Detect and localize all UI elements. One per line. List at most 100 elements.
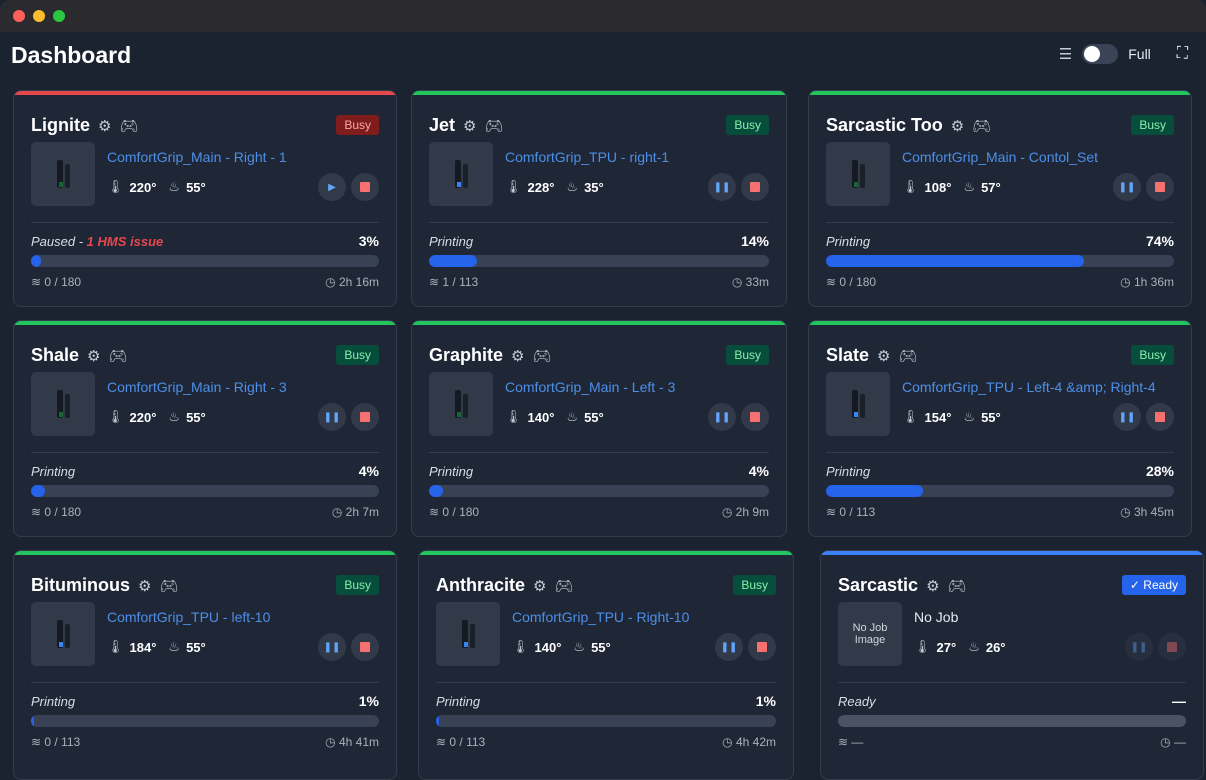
nozzle-temperature: 140° bbox=[527, 409, 555, 425]
job-thumbnail-icon bbox=[57, 620, 70, 648]
job-thumbnail bbox=[429, 142, 493, 206]
job-thumbnail bbox=[826, 142, 890, 206]
settings-gear-icon[interactable]: ⚙ bbox=[877, 347, 891, 365]
nozzle-temperature: 108° bbox=[924, 179, 952, 195]
settings-gear-icon[interactable]: ⚙ bbox=[138, 577, 152, 595]
stop-button[interactable] bbox=[741, 173, 769, 201]
layers-icon: ≋ bbox=[31, 505, 42, 519]
nozzle-temperature: 140° bbox=[534, 639, 562, 655]
minimize-window-button[interactable] bbox=[33, 10, 45, 22]
stop-button[interactable] bbox=[1146, 403, 1174, 431]
gamepad-control-icon[interactable]: 🎮︎ bbox=[484, 117, 504, 135]
stop-button[interactable] bbox=[351, 403, 379, 431]
bed-temperature: 35° bbox=[584, 179, 604, 195]
play-button[interactable]: ▶ bbox=[318, 173, 346, 201]
stop-button[interactable] bbox=[351, 633, 379, 661]
progress-bar bbox=[31, 715, 379, 727]
progress-percent: 1% bbox=[358, 693, 379, 709]
clock-icon: ◷ bbox=[721, 505, 733, 519]
divider bbox=[429, 222, 769, 223]
job-name-link[interactable]: ComfortGrip_TPU - left-10 bbox=[107, 609, 271, 625]
nozzle-temperature-icon: 🌡︎ bbox=[902, 179, 919, 194]
layer-count: 0 / 180 bbox=[44, 275, 82, 289]
pause-button[interactable]: ❚❚ bbox=[708, 403, 736, 431]
fullscreen-icon[interactable]: ⛶ bbox=[1176, 45, 1188, 62]
pause-button[interactable]: ❚❚ bbox=[318, 633, 346, 661]
job-thumbnail-icon bbox=[57, 390, 70, 418]
progress-bar bbox=[429, 255, 769, 267]
layers-icon: ≋ bbox=[31, 735, 42, 749]
job-name-link[interactable]: ComfortGrip_TPU - right-1 bbox=[505, 149, 670, 165]
list-view-icon[interactable]: ☰ bbox=[1058, 46, 1073, 63]
gamepad-control-icon[interactable]: 🎮︎ bbox=[159, 577, 179, 595]
stop-icon bbox=[750, 182, 760, 192]
print-state: Printing bbox=[826, 464, 871, 479]
full-view-toggle[interactable] bbox=[1082, 44, 1119, 64]
job-name-link[interactable]: ComfortGrip_TPU - Right-10 bbox=[512, 609, 690, 625]
progress-percent: 1% bbox=[755, 693, 776, 709]
gamepad-control-icon[interactable]: 🎮︎ bbox=[119, 117, 139, 135]
settings-gear-icon[interactable]: ⚙ bbox=[511, 347, 525, 365]
progress-percent: 28% bbox=[1145, 463, 1174, 479]
layer-count: 0 / 180 bbox=[44, 505, 82, 519]
divider bbox=[31, 682, 379, 683]
settings-gear-icon[interactable]: ⚙ bbox=[533, 577, 547, 595]
bed-temperature: 55° bbox=[186, 639, 206, 655]
gamepad-control-icon[interactable]: 🎮︎ bbox=[108, 347, 128, 365]
pause-button[interactable]: ❚❚ bbox=[1113, 403, 1141, 431]
gamepad-control-icon[interactable]: 🎮︎ bbox=[554, 577, 574, 595]
status-badge: Busy bbox=[733, 575, 776, 595]
time-remaining: 4h 41m bbox=[338, 735, 379, 749]
printer-name: Lignite bbox=[31, 115, 90, 135]
pause-button[interactable]: ❚❚ bbox=[715, 633, 743, 661]
job-name-link[interactable]: ComfortGrip_Main - Contol_Set bbox=[902, 149, 1099, 165]
status-badge: Busy bbox=[1131, 115, 1174, 135]
clock-icon: ◷ bbox=[731, 275, 743, 289]
progress-bar bbox=[436, 715, 776, 727]
printer-name: Shale bbox=[31, 345, 80, 365]
progress-bar bbox=[838, 715, 1186, 727]
maximize-window-button[interactable] bbox=[53, 10, 65, 22]
bed-temperature: 55° bbox=[981, 409, 1001, 425]
progress-percent: — bbox=[1172, 693, 1186, 709]
layers-icon: ≋ bbox=[429, 275, 440, 289]
nozzle-temperature: 220° bbox=[129, 179, 157, 195]
settings-gear-icon[interactable]: ⚙ bbox=[98, 117, 112, 135]
job-thumbnail-icon bbox=[462, 620, 475, 648]
settings-gear-icon[interactable]: ⚙ bbox=[950, 117, 965, 135]
stop-button[interactable] bbox=[1158, 633, 1186, 661]
gamepad-control-icon[interactable]: 🎮︎ bbox=[898, 347, 918, 365]
nozzle-temperature-icon: 🌡︎ bbox=[107, 409, 124, 424]
progress-bar bbox=[31, 485, 379, 497]
job-name-link[interactable]: ComfortGrip_Main - Right - 1 bbox=[107, 149, 287, 165]
progress-percent: 4% bbox=[748, 463, 769, 479]
hms-issue-link[interactable]: 1 HMS issue bbox=[86, 234, 164, 249]
gamepad-control-icon[interactable]: 🎮︎ bbox=[947, 577, 967, 595]
close-window-button[interactable] bbox=[13, 10, 25, 22]
stop-button[interactable] bbox=[748, 633, 776, 661]
job-thumbnail bbox=[31, 142, 95, 206]
gamepad-control-icon[interactable]: 🎮︎ bbox=[532, 347, 552, 365]
pause-button[interactable]: ❚❚ bbox=[1113, 173, 1141, 201]
bed-heat-icon: ♨ bbox=[963, 409, 976, 424]
printer-card: Bituminous ⚙ 🎮︎ Busy ComfortGrip_TPU - l… bbox=[13, 550, 397, 780]
job-name-link[interactable]: ComfortGrip_Main - Left - 3 bbox=[505, 379, 676, 395]
printer-name: Slate bbox=[826, 345, 870, 365]
settings-gear-icon[interactable]: ⚙ bbox=[87, 347, 101, 365]
pause-button[interactable]: ❚❚ bbox=[708, 173, 736, 201]
settings-gear-icon[interactable]: ⚙ bbox=[926, 577, 940, 595]
job-name-link[interactable]: ComfortGrip_TPU - Left-4 &amp; Right-4 bbox=[902, 379, 1156, 395]
stop-button[interactable] bbox=[1146, 173, 1174, 201]
progress-fill bbox=[31, 715, 35, 727]
printer-card: Anthracite ⚙ 🎮︎ Busy ComfortGrip_TPU - R… bbox=[418, 550, 794, 780]
job-name-link[interactable]: ComfortGrip_Main - Right - 3 bbox=[107, 379, 287, 395]
pause-button[interactable]: ❚❚ bbox=[1125, 633, 1153, 661]
gamepad-control-icon[interactable]: 🎮︎ bbox=[972, 117, 992, 135]
settings-gear-icon[interactable]: ⚙ bbox=[463, 117, 477, 135]
stop-button[interactable] bbox=[741, 403, 769, 431]
progress-bar bbox=[826, 485, 1174, 497]
stop-button[interactable] bbox=[351, 173, 379, 201]
divider bbox=[436, 682, 776, 683]
nozzle-temperature-icon: 🌡︎ bbox=[505, 179, 522, 194]
pause-button[interactable]: ❚❚ bbox=[318, 403, 346, 431]
